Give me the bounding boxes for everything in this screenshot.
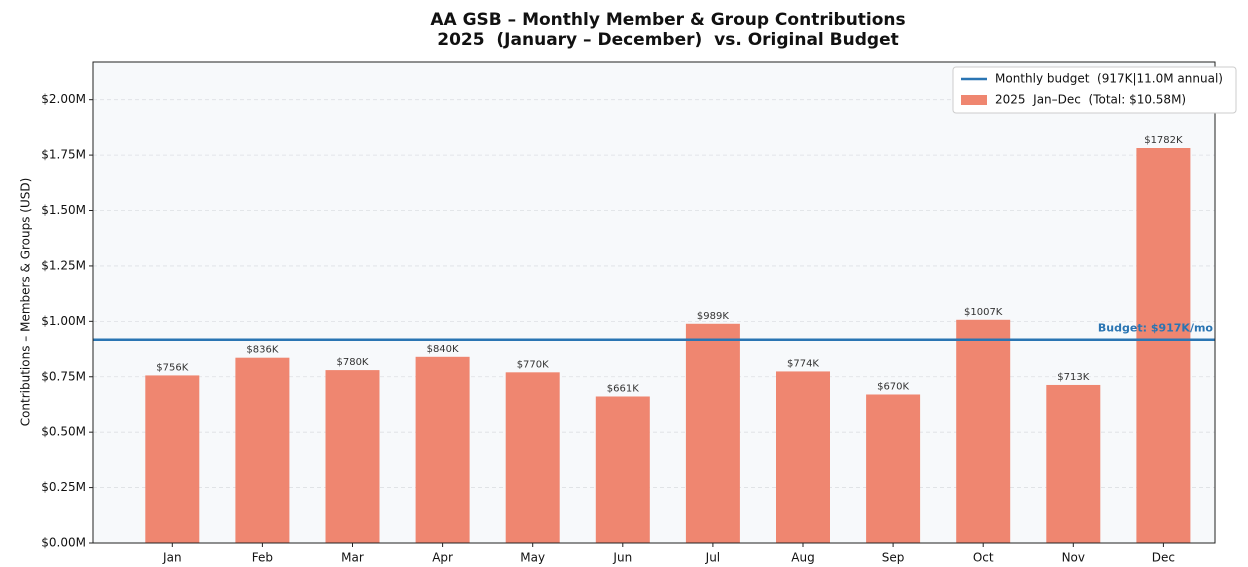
bar (776, 371, 830, 543)
y-tick-label: $0.25M (41, 480, 86, 494)
x-tick-label: Jun (612, 551, 632, 565)
value-label: $756K (156, 362, 188, 373)
legend-box (952, 66, 1237, 114)
legend-swatch (961, 95, 987, 105)
value-label: $774K (787, 358, 819, 369)
y-tick-label: $0.00M (41, 536, 86, 550)
value-label: $670K (877, 381, 909, 392)
bar (595, 396, 650, 543)
x-tick-label: Jul (705, 551, 720, 565)
x-tick-label: Dec (1152, 551, 1175, 565)
x-tick-label: Oct (973, 551, 994, 565)
y-tick-label: $1.75M (41, 148, 86, 162)
bar (1046, 384, 1101, 543)
y-tick-label: $2.00M (41, 92, 86, 106)
y-tick-label: $1.00M (41, 314, 86, 328)
value-label: $780K (336, 357, 368, 368)
x-tick-label: Apr (432, 551, 453, 565)
y-tick-label: $1.25M (41, 258, 86, 272)
y-tick-label: $0.50M (41, 425, 86, 439)
x-tick-label: Feb (252, 551, 273, 565)
x-tick-label: Jan (162, 551, 182, 565)
value-label: $661K (607, 383, 639, 394)
value-label: $1007K (964, 307, 1003, 318)
bar (415, 356, 470, 543)
y-tick-label: $0.75M (41, 369, 86, 383)
chart-subtitle: 2025 (January – December) vs. Original B… (437, 30, 898, 50)
x-tick-label: Mar (341, 551, 364, 565)
bar (866, 394, 921, 543)
value-label: $770K (517, 359, 549, 370)
value-label: $840K (427, 344, 459, 355)
chart-title: AA GSB – Monthly Member & Group Contribu… (430, 10, 905, 30)
bar (1136, 148, 1191, 543)
bar (145, 375, 200, 543)
value-label: $836K (246, 345, 278, 356)
x-tick-label: May (520, 551, 545, 565)
bar (325, 370, 380, 543)
bar (956, 319, 1011, 543)
x-tick-label: Nov (1062, 551, 1085, 565)
budget-label: Budget: $917K/mo (1098, 322, 1214, 335)
bar (235, 357, 290, 543)
bar (505, 372, 560, 543)
value-label: $1782K (1144, 135, 1183, 146)
legend-label: 2025 Jan–Dec (Total: $10.58M) (995, 93, 1186, 107)
value-label: $713K (1057, 372, 1089, 383)
bar (685, 323, 740, 543)
x-tick-label: Aug (791, 551, 814, 565)
value-label: $989K (697, 311, 729, 322)
y-tick-label: $1.50M (41, 203, 86, 217)
x-tick-label: Sep (882, 551, 905, 565)
legend-label: Monthly budget (917K|11.0M annual) (995, 72, 1223, 86)
plot-frame (92, 61, 1216, 544)
y-axis-label: Contributions – Members & Groups (USD) (19, 178, 33, 427)
